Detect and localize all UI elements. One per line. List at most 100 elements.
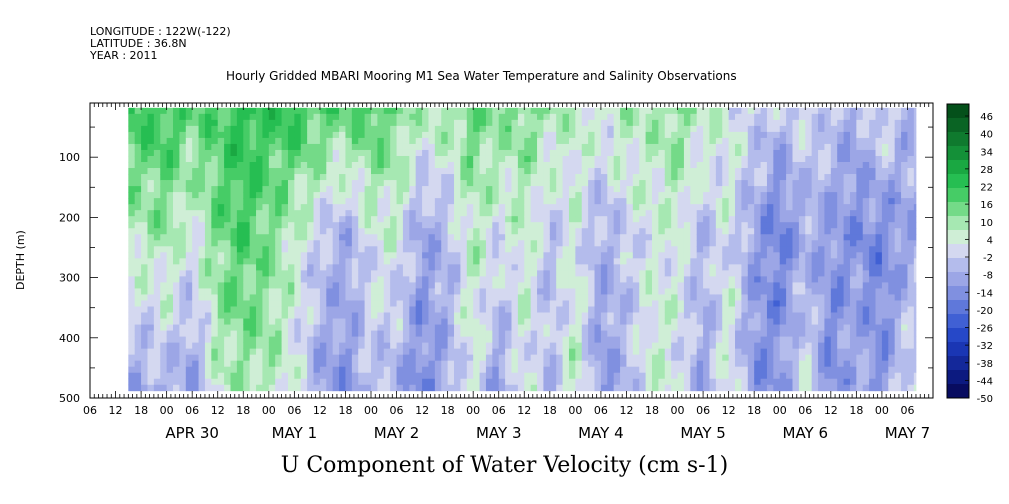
heatmap-cell — [383, 312, 391, 319]
heatmap-cell — [741, 294, 749, 301]
heatmap-cell — [639, 306, 647, 313]
heatmap-cell — [211, 354, 219, 362]
heatmap-cell — [409, 174, 417, 181]
heatmap-cell — [204, 234, 212, 241]
heatmap-cell — [766, 246, 774, 253]
heatmap-cell — [766, 384, 774, 392]
heatmap-cell — [294, 119, 302, 127]
heatmap-cell — [441, 312, 449, 319]
heatmap-cell — [505, 342, 512, 350]
heatmap-cell — [454, 192, 461, 199]
heatmap-cell — [434, 372, 442, 380]
heatmap-cell — [345, 378, 353, 386]
heatmap-cell — [345, 143, 353, 151]
heatmap-cell — [422, 216, 429, 223]
heatmap-cell — [760, 137, 768, 145]
heatmap-cell — [530, 348, 538, 356]
heatmap-cell — [364, 324, 372, 331]
heatmap-cell — [485, 162, 493, 169]
heatmap-cell — [415, 312, 423, 319]
heatmap-cell — [287, 270, 295, 277]
heatmap-cell — [236, 210, 244, 217]
heatmap-cell — [664, 180, 672, 187]
heatmap-cell — [537, 113, 544, 121]
heatmap-cell — [709, 282, 717, 289]
heatmap-cell — [141, 288, 148, 295]
heatmap-cell — [722, 155, 730, 163]
heatmap-cell — [351, 342, 359, 350]
heatmap-cell — [287, 282, 295, 289]
heatmap-cell — [466, 204, 474, 211]
heatmap-cell — [779, 162, 787, 169]
heatmap-cell — [211, 366, 219, 374]
heatmap-cell — [690, 300, 698, 307]
heatmap-cell — [543, 246, 551, 253]
heatmap-cell — [798, 384, 806, 392]
heatmap-cell — [626, 312, 634, 319]
heatmap-cell — [766, 330, 774, 337]
heatmap-cell — [268, 348, 276, 356]
heatmap-cell — [786, 137, 793, 145]
heatmap-cell — [402, 264, 410, 271]
heatmap-cell — [319, 258, 327, 265]
heatmap-cell — [588, 168, 595, 175]
heatmap-cell — [735, 186, 742, 193]
heatmap-cell — [415, 378, 423, 386]
heatmap-cell — [339, 119, 346, 127]
heatmap-cell — [358, 324, 366, 331]
heatmap-cell — [715, 258, 723, 265]
heatmap-cell — [613, 264, 621, 271]
heatmap-cell — [307, 137, 314, 145]
heatmap-cell — [798, 336, 806, 344]
heatmap-cell — [485, 107, 493, 115]
heatmap-cell — [690, 360, 698, 368]
heatmap-cell — [754, 324, 761, 331]
heatmap-cell — [600, 258, 608, 265]
heatmap-cell — [747, 107, 755, 115]
heatmap-cell — [313, 288, 321, 295]
heatmap-cell — [211, 198, 219, 205]
heatmap-cell — [792, 306, 800, 313]
heatmap-cell — [377, 282, 385, 289]
heatmap-cell — [473, 282, 480, 289]
heatmap-cell — [690, 119, 698, 127]
heatmap-cell — [160, 162, 168, 169]
heatmap-cell — [198, 234, 206, 241]
heatmap-cell — [307, 149, 314, 157]
heatmap-cell — [300, 252, 308, 259]
heatmap-cell — [792, 228, 800, 235]
heatmap-cell — [588, 318, 595, 325]
heatmap-cell — [358, 113, 366, 121]
heatmap-cell — [581, 378, 589, 386]
heatmap-cell — [766, 240, 774, 247]
heatmap-cell — [792, 107, 800, 115]
heatmap-cell — [652, 258, 659, 265]
heatmap-cell — [390, 330, 397, 337]
heatmap-cell — [141, 258, 148, 265]
heatmap-cell — [639, 168, 647, 175]
heatmap-cell — [722, 270, 730, 277]
heatmap-cell — [173, 324, 180, 331]
heatmap-cell — [160, 246, 168, 253]
heatmap-cell — [128, 258, 136, 265]
heatmap-cell — [632, 324, 640, 331]
heatmap-cell — [658, 113, 666, 121]
heatmap-cell — [613, 210, 621, 217]
heatmap-cell — [645, 312, 653, 319]
heatmap-cell — [703, 113, 710, 121]
heatmap-cell — [313, 204, 321, 211]
heatmap-cell — [479, 204, 487, 211]
heatmap-cell — [390, 186, 397, 193]
heatmap-cell — [779, 294, 787, 301]
heatmap-cell — [307, 192, 314, 199]
heatmap-cell — [224, 125, 231, 133]
heatmap-cell — [364, 294, 372, 301]
heatmap-cell — [262, 234, 270, 241]
heatmap-cell — [364, 174, 372, 181]
heatmap-cell — [466, 113, 474, 121]
heatmap-cell — [409, 180, 417, 187]
heatmap-cell — [332, 240, 340, 247]
heatmap-cell — [141, 324, 148, 331]
heatmap-cell — [703, 336, 710, 344]
heatmap-cell — [766, 198, 774, 205]
